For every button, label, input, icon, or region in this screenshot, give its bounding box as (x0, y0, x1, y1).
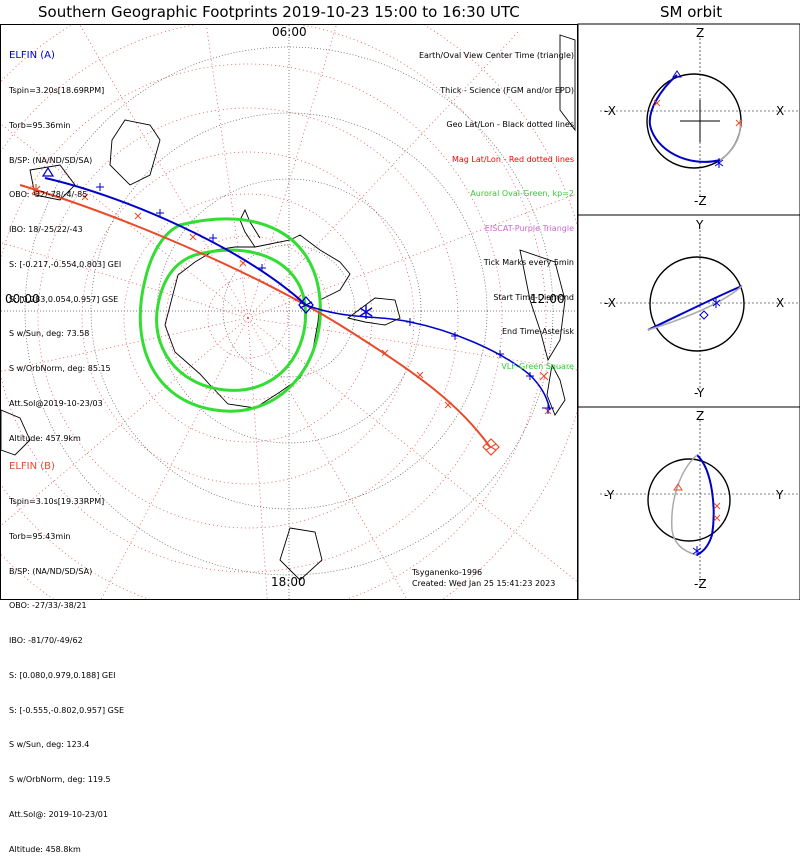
orbit-3-top: Z (696, 409, 705, 423)
elfin-b-line: S w/OrbNorm, deg: 119.5 (9, 775, 111, 785)
orbit-3-left: -Y (604, 488, 615, 502)
elfin-a-header: ELFIN (A) (9, 50, 55, 62)
elfin-b-line: S w/Sun, deg: 123.4 (9, 740, 90, 750)
elfin-b-line: Tspin=3.10s[19.33RPM] (9, 496, 105, 506)
orbit-title: SM orbit (660, 3, 723, 21)
footprint-map (1, 23, 800, 600)
elfin-a-line: S: [-0.217,-0.554,0.803] GEI (9, 259, 122, 269)
legend-item: EISCAT-Purple Triangle (484, 223, 574, 233)
elfin-b-line: IBO: -81/70/-49/62 (9, 636, 83, 646)
elfin-a-start-diamond (298, 296, 314, 314)
elfin-b-line: S: [0.080,0.979,0.188] GEI (9, 670, 116, 680)
map-credit: Tsyganenko-1996 Created: Wed Jan 25 15:41… (412, 567, 555, 589)
map-legend: Earth/Oval View Center Time (triangle) T… (419, 27, 574, 384)
elfin-a-line: B/SP: (NA/ND/SD/SA) (9, 155, 93, 165)
orbit-panel-yz (600, 420, 800, 585)
elfin-a-line: OBO: -32/-78/-4/-85 (9, 190, 88, 200)
elfin-b-info: ELFIN (B) Tspin=3.10s[19.33RPM] Torb=95.… (9, 438, 124, 867)
elfin-b-end-asterisk (31, 184, 41, 196)
elfin-a-line: Att.Sol@2019-10-23/03 (9, 399, 103, 408)
elfin-a-info: ELFIN (A) Tspin=3.20s[18.69RPM] Torb=95.… (9, 27, 121, 456)
elfin-b-line: Att.Sol@: 2019-10-23/01 (9, 810, 108, 819)
legend-item: VLF-Green Square (501, 361, 574, 371)
orbit-2-bottom: -Y (694, 386, 705, 400)
map-title: Southern Geographic Footprints 2019-10-2… (38, 3, 520, 21)
elfin-b-line: B/SP: (NA/ND/SD/SA) (9, 566, 93, 576)
elfin-a-line: Altitude: 457.9km (9, 433, 81, 443)
orbit-2-top: Y (696, 218, 704, 232)
orbit-1-right: X (776, 104, 785, 118)
elfin-b-line: Altitude: 458.8km (9, 844, 81, 854)
legend-item: Tick Marks every 5min (483, 258, 574, 267)
orbit-panel-xy (600, 230, 800, 390)
orbit-3-right: Y (776, 488, 784, 502)
auroral-oval (138, 217, 322, 413)
elfin-b-line: OBO: -27/33/-38/21 (9, 601, 87, 611)
orbit-1-bottom: -Z (694, 194, 707, 208)
legend-item: Start Time-Diamond (493, 292, 574, 302)
legend-item: Earth/Oval View Center Time (triangle) (418, 51, 574, 60)
elfin-a-line: Tspin=3.20s[18.69RPM] (9, 85, 105, 95)
orbit-2-right: X (776, 296, 785, 310)
elfin-a-line: S w/Sun, deg: 73.58 (9, 329, 90, 339)
elfin-a-line: S w/OrbNorm, deg: 85.15 (9, 364, 111, 374)
orbit-1-left: -X (604, 104, 616, 118)
legend-item: Mag Lat/Lon - Red dotted lines (451, 154, 574, 164)
sm-orbit-panels (577, 23, 800, 600)
model-label: Tsyganenko-1996 (412, 568, 483, 577)
elfin-b-start-diamond (482, 438, 500, 456)
orbit-2-left: -X (604, 296, 616, 310)
elfin-a-view-center-triangle (41, 166, 55, 177)
elfin-b-track (19, 184, 491, 448)
time-label-left: 00:00 (5, 292, 40, 306)
time-label-bottom: 18:00 (271, 575, 306, 589)
legend-item: Auroral Oval-Green, kp=2 (470, 189, 574, 198)
elfin-b-line: S: [-0.555,-0.802,0.957] GSE (9, 705, 124, 715)
created-label: Created: Wed Jan 25 15:41:23 2023 (412, 579, 556, 588)
elfin-a-end-asterisk (359, 305, 373, 319)
elfin-b-header: ELFIN (B) (9, 461, 55, 473)
orbit-3-bottom: -Z (694, 577, 707, 591)
legend-item: End Time-Asterisk (501, 327, 574, 336)
elfin-b-ticks (81, 193, 552, 415)
orbit-1-top: Z (696, 26, 705, 40)
elfin-b-line: Torb=95.43min (9, 531, 71, 541)
legend-item: Thick - Science (FGM and/or EPD) (440, 85, 574, 95)
elfin-a-line: Torb=95.36min (9, 120, 71, 130)
elfin-a-line: S: [0.283,0.054,0.957] GSE (9, 294, 119, 304)
time-label-right: 12:00 (530, 292, 565, 306)
time-label-top: 06:00 (272, 25, 307, 39)
legend-item: Geo Lat/Lon - Black dotted lines (446, 120, 574, 129)
elfin-a-line: IBO: 18/-25/22/-43 (9, 225, 83, 235)
elfin-a-ticks (96, 183, 554, 414)
coastlines (1, 34, 576, 581)
